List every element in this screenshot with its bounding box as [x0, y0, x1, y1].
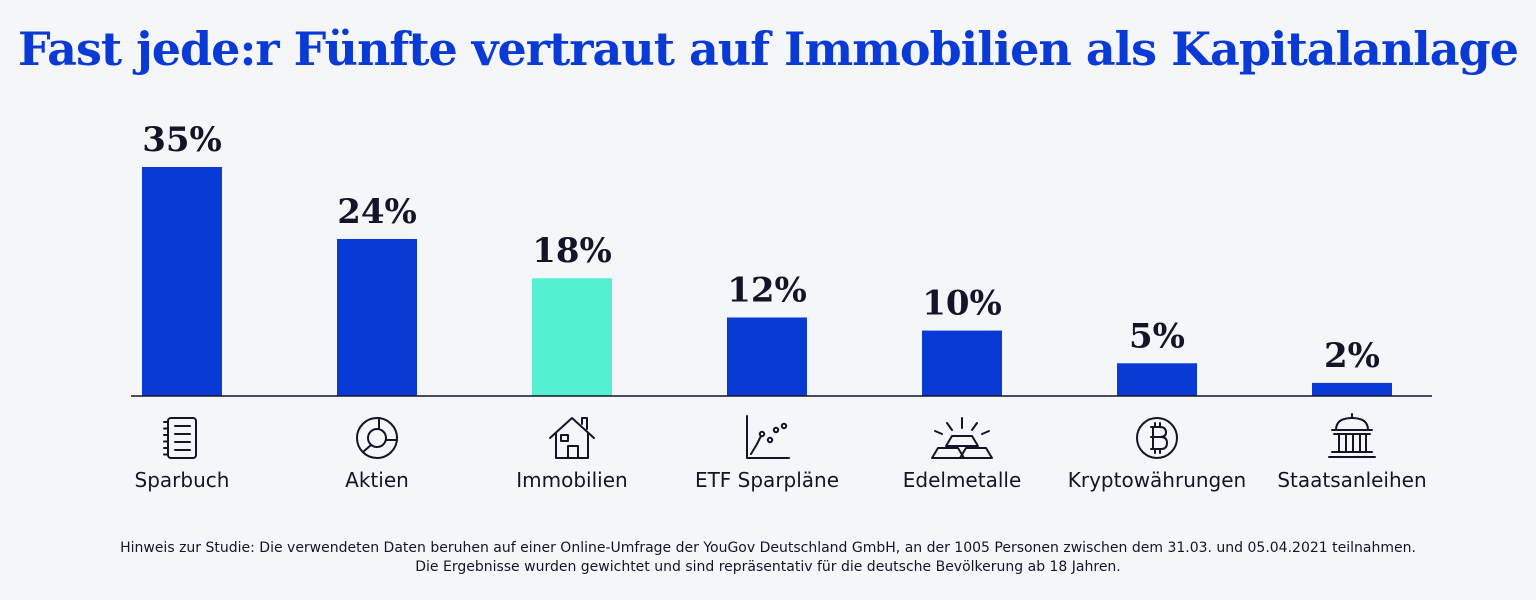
- pie-chart-icon: [356, 417, 398, 459]
- footnote-line-2: Die Ergebnisse wurden gewichtet und sind…: [415, 559, 1121, 575]
- data-label: 24%: [337, 192, 417, 232]
- category-label: Immobilien: [516, 468, 627, 492]
- bar-edelmetalle: [922, 330, 1002, 396]
- chart-title: Fast jede:r Fünfte vertraut auf Immobili…: [18, 22, 1519, 76]
- category-label: Aktien: [345, 468, 409, 492]
- data-label: 18%: [532, 231, 612, 271]
- notebook-icon: [163, 417, 197, 459]
- data-label: 12%: [727, 270, 807, 310]
- house-icon: [549, 417, 595, 459]
- category-label: Sparbuch: [135, 468, 230, 492]
- bar-chart: 35% Sparbuch 24% Aktien 18% Immobilien 12% ETF …: [131, 120, 1432, 492]
- bar-etf-sparpl-ne: [727, 317, 807, 396]
- data-label: 5%: [1129, 316, 1185, 356]
- scatter-chart-icon: [746, 415, 790, 459]
- bar-staatsanleihen: [1312, 382, 1392, 396]
- category-label: Staatsanleihen: [1277, 468, 1426, 492]
- category-label: Kryptowährungen: [1068, 468, 1247, 492]
- data-label: 10%: [922, 284, 1002, 324]
- gold-bars-icon: [931, 417, 993, 459]
- bank-icon: [1328, 413, 1376, 458]
- bar-aktien: [337, 238, 417, 396]
- category-label: Edelmetalle: [903, 468, 1022, 492]
- data-label: 35%: [142, 120, 222, 160]
- bar-kryptow-hrungen: [1117, 363, 1197, 396]
- category-label: ETF Sparpläne: [695, 468, 839, 492]
- bitcoin-icon: [1136, 417, 1178, 459]
- bar-immobilien: [532, 278, 612, 396]
- bar-sparbuch: [142, 167, 222, 396]
- data-label: 2%: [1324, 336, 1380, 376]
- footnote-line-1: Hinweis zur Studie: Die verwendeten Date…: [120, 540, 1416, 556]
